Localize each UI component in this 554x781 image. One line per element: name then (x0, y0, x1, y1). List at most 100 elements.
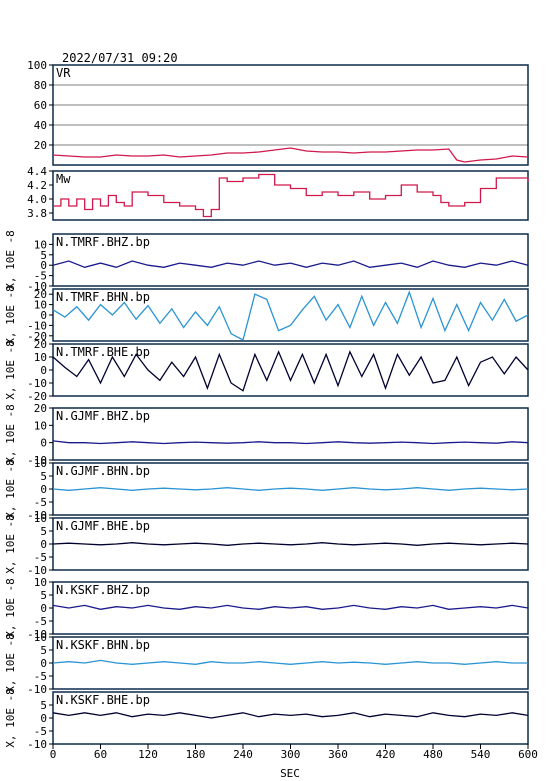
y-axis-label: X, 10E -8 (4, 688, 17, 748)
y-axis-label: X, 10E -8 (4, 230, 17, 290)
y-tick-label: -5 (34, 270, 47, 283)
panel-title: VR (56, 66, 71, 80)
y-tick-label: -10 (27, 564, 47, 577)
y-tick-label: 3.8 (27, 207, 47, 220)
panel-title: Mw (56, 172, 71, 186)
y-tick-label: -10 (27, 377, 47, 390)
y-tick-label: 40 (34, 119, 47, 132)
panel-frame (52, 170, 529, 221)
panel-vr: 100 80 60 40 20 VR (27, 59, 529, 166)
y-tick-label: 0 (40, 259, 47, 272)
y-axis-label: X, 10E -8 (4, 340, 17, 400)
y-tick-label: 10 (34, 576, 47, 589)
y-tick-label: 10 (34, 419, 47, 432)
y-tick-label: 10 (34, 351, 47, 364)
series-line (52, 542, 529, 546)
panel-title: N.GJMF.BHN.bp (56, 464, 150, 478)
panel-title: N.TMRF.BHZ.bp (56, 235, 150, 249)
y-axis-label: X, 10E -8 (4, 404, 17, 464)
y-tick-label: -5 (34, 670, 47, 683)
x-tick-label: 240 (233, 748, 253, 761)
y-tick-label: 5 (40, 644, 47, 657)
y-tick-label: -10 (27, 509, 47, 522)
y-tick-label: -10 (27, 628, 47, 641)
panel-frame (52, 233, 529, 287)
x-tick-label: 300 (281, 748, 301, 761)
panel-frame (52, 407, 529, 461)
series-line (52, 487, 529, 491)
y-tick-label: 0 (40, 483, 47, 496)
y-tick-label: 0 (40, 657, 47, 670)
x-tick-label: 180 (186, 748, 206, 761)
y-tick-label: -5 (34, 725, 47, 738)
series-line (52, 350, 529, 392)
panel-mw: 4.44.24.03.8 Mw (27, 165, 529, 221)
series-line (52, 290, 529, 341)
y-tick-label: 5 (40, 699, 47, 712)
y-tick-label: 60 (34, 99, 47, 112)
x-axis-label: SEC (280, 767, 300, 780)
panel-n-gjmf-bhz-bp: 20 10 0 -10 X, 10E -8 N.GJMF.BHZ.bp (4, 402, 529, 467)
y-axis-label: X, 10E -8 (4, 285, 17, 345)
y-tick-label: 100 (27, 59, 47, 72)
y-tick-label: 10 (34, 631, 47, 644)
x-tick-label: 420 (376, 748, 396, 761)
y-tick-label: 0 (40, 437, 47, 450)
panel-title: N.TMRF.BHE.bp (56, 345, 150, 359)
y-tick-label: 0 (40, 602, 47, 615)
x-tick-label: 540 (471, 748, 491, 761)
x-tick-label: 480 (423, 748, 443, 761)
series-line (53, 173, 529, 218)
series-line (52, 712, 529, 719)
y-tick-label: 0 (40, 309, 47, 322)
panel-title: N.KSKF.BHE.bp (56, 693, 150, 707)
y-axis-label: X, 10E -8 (4, 514, 17, 574)
y-tick-label: 10 (34, 238, 47, 251)
y-tick-label: 0 (40, 712, 47, 725)
x-axis: 0 60 120 180 240 300 360 420 480 540 600 (50, 744, 538, 761)
panel-frame (52, 64, 529, 166)
panel-title: N.GJMF.BHE.bp (56, 519, 150, 533)
y-tick-label: -5 (34, 615, 47, 628)
y-tick-label: 5 (40, 589, 47, 602)
y-tick-label: 4.2 (27, 179, 47, 192)
y-tick-label: 0 (40, 538, 47, 551)
series-line (52, 659, 528, 665)
y-tick-label: -5 (34, 496, 47, 509)
y-tick-label: -10 (27, 738, 47, 751)
y-tick-label: 10 (34, 512, 47, 525)
y-tick-label: -20 (27, 390, 47, 403)
y-axis-label: X, 10E -8 (4, 578, 17, 638)
y-tick-label: 0 (40, 364, 47, 377)
y-axis-label: X, 10E -8 (4, 633, 17, 693)
y-axis-label: X, 10E -8 (4, 459, 17, 519)
y-tick-label: 5 (40, 470, 47, 483)
figure-timestamp: 2022/07/31 09:20 (62, 51, 178, 65)
y-tick-label: -5 (34, 551, 47, 564)
y-tick-label: 5 (40, 525, 47, 538)
panel-title: N.GJMF.BHZ.bp (56, 409, 150, 423)
x-tick-label: 60 (94, 748, 107, 761)
panel-title: N.TMRF.BHN.bp (56, 290, 150, 304)
panel-title: N.KSKF.BHZ.bp (56, 583, 150, 597)
y-tick-label: -10 (27, 683, 47, 696)
y-tick-label: 4.0 (27, 193, 47, 206)
y-tick-label: 5 (40, 249, 47, 262)
x-tick-label: 360 (328, 748, 348, 761)
panel-title: N.KSKF.BHN.bp (56, 638, 150, 652)
y-tick-label: 4.4 (27, 165, 47, 178)
series-line (52, 604, 529, 610)
y-tick-label: 20 (34, 139, 47, 152)
y-tick-label: 20 (34, 288, 47, 301)
y-tick-label: -10 (27, 319, 47, 332)
series-line (52, 147, 529, 163)
y-tick-label: 10 (34, 457, 47, 470)
